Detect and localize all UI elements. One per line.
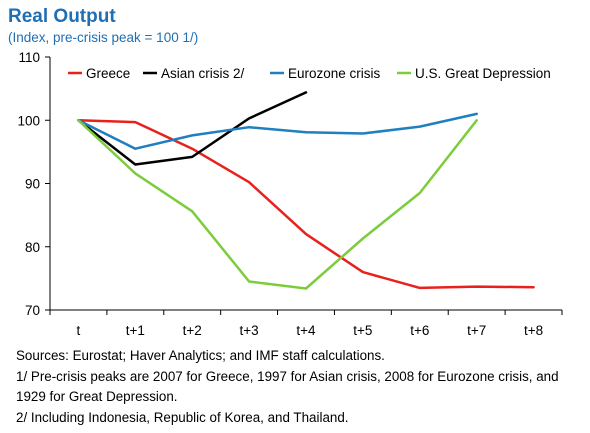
footnote-1: 1/ Pre-crisis peaks are 2007 for Greece,… <box>16 368 559 405</box>
x-tick-label: t+7 <box>467 323 486 338</box>
y-tick-label: 100 <box>17 113 40 128</box>
y-tick-label: 70 <box>25 303 40 318</box>
chart-axes: 70 80 90 100 110 t t+1 t+2 t+3 t+4 t+5 t+6 t+7 t+8 <box>17 50 563 338</box>
footnote-2: 2/ Including Indonesia, Republic of Kore… <box>16 409 349 425</box>
x-tick-label: t+3 <box>240 323 259 338</box>
legend-label-1: Asian crisis 2/ <box>161 66 245 81</box>
series-line-2 <box>77 112 478 150</box>
y-tick-label: 90 <box>25 177 40 192</box>
series-line-3 <box>77 119 478 290</box>
x-tick-label: t+1 <box>126 323 145 338</box>
x-tick-label: t+4 <box>296 323 316 338</box>
sources-note: Sources: Eurostat; Haver Analytics; and … <box>16 348 385 363</box>
line-chart: 70 80 90 100 110 t t+1 t+2 t+3 t+4 t+5 t+6 t+7 t+8 Gr… <box>17 50 563 338</box>
series-layer <box>77 91 535 290</box>
x-tick-label: t <box>77 323 81 338</box>
x-tick-label: t+8 <box>524 323 543 338</box>
y-tick-label: 110 <box>18 50 40 65</box>
chart-notes: Sources: Eurostat; Haver Analytics; and … <box>16 346 586 428</box>
legend-label-0: Greece <box>86 66 130 81</box>
chart-legend: Greece Asian crisis 2/Eurozone crisis U.S.… <box>68 66 551 81</box>
x-tick-label: t+2 <box>183 323 202 338</box>
legend-label-2: Eurozone crisis <box>288 66 381 81</box>
series-line-1 <box>77 91 308 166</box>
chart-subtitle: (Index, pre-crisis peak = 100 1/) <box>8 30 199 45</box>
chart-title: Real Output <box>8 6 116 27</box>
x-tick-label: t+5 <box>353 323 372 338</box>
y-tick-label: 80 <box>25 240 40 255</box>
legend-label-3: U.S. Great Depression <box>415 66 551 81</box>
x-tick-label: t+6 <box>410 323 429 338</box>
series-line-0 <box>77 119 535 290</box>
